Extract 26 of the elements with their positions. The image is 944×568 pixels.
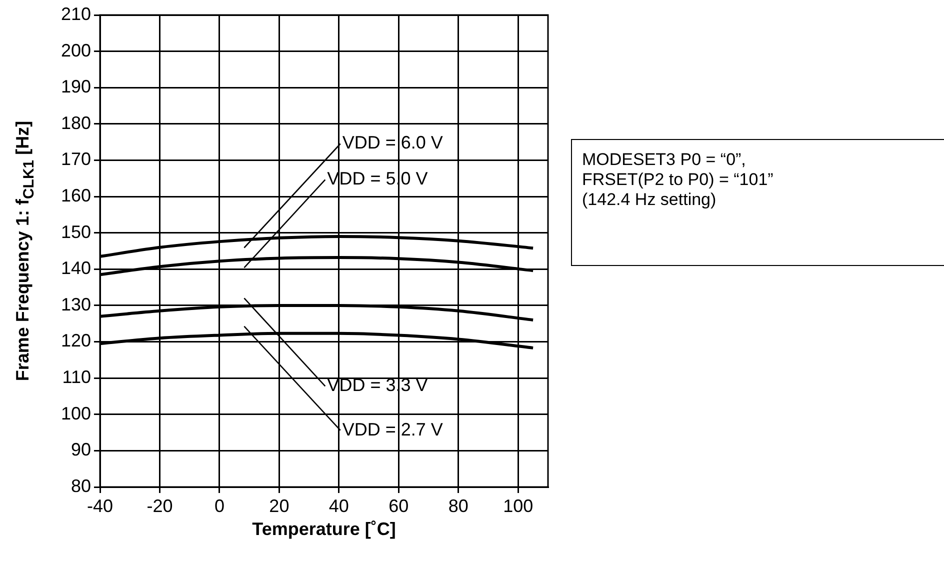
y-tick-label: 210 [60,4,91,24]
y-tick-label: 80 [70,476,91,496]
x-tick-label: 20 [269,496,290,516]
y-tick-label: 100 [60,403,91,424]
y-tick-label: 130 [60,294,91,314]
x-tick-label: -40 [86,496,114,516]
text: MODESET3 P0 = “0”, FRSET(P2 to P0) = “101” (142.4 Hz setting) [571,139,944,266]
x-tick-label: 0 [214,496,224,516]
x-tick-label: 60 [388,496,409,516]
x-tick-label: 80 [448,496,468,516]
x-tick-label: -20 [146,496,173,516]
y-tick-label: 110 [62,367,91,388]
x-tick-label: 100 [503,496,534,516]
y-tick-label: 190 [60,76,91,97]
x-axis-title: Temperature [˚C] [252,519,396,540]
x-tick-label: 40 [328,496,349,516]
text: VDD = 2.7 V [342,419,443,440]
text: VDD = 6.0 V [342,132,443,153]
y-tick-label: 150 [60,222,91,242]
y-tick-label: 90 [70,440,91,460]
y-tick-label: 120 [60,330,91,351]
y-tick-label: 140 [60,258,91,278]
y-tick-label: 200 [60,40,91,60]
y-tick-label: 160 [60,186,91,206]
y-tick-label: 170 [60,149,91,170]
y-tick-label: 180 [60,112,91,133]
